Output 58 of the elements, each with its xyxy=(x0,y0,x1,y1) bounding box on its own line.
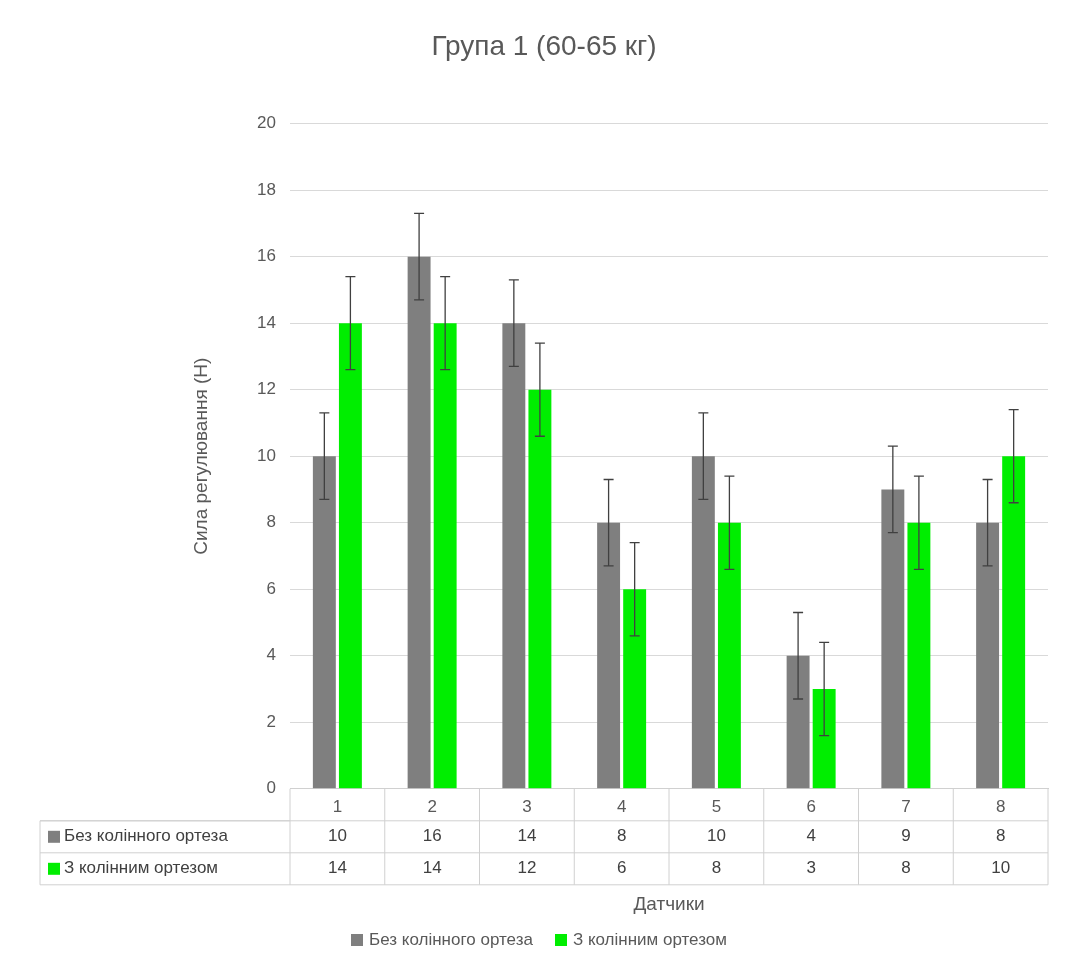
data-label: 10 xyxy=(706,826,726,846)
data-label: 9 xyxy=(901,826,911,846)
bar xyxy=(717,522,741,789)
data-label: 14 xyxy=(517,826,537,846)
y-tick-label: 10 xyxy=(257,445,276,465)
data-label: 4 xyxy=(806,826,816,846)
data-label: 16 xyxy=(422,826,442,846)
y-tick-label: 16 xyxy=(257,246,276,266)
data-label: 8 xyxy=(711,858,722,878)
y-tick-label: 0 xyxy=(266,778,276,798)
bar xyxy=(976,522,1000,789)
x-tick-label: 7 xyxy=(901,796,911,816)
x-tick-label: 2 xyxy=(427,796,437,816)
data-label: 14 xyxy=(422,858,442,878)
y-tick-label: 4 xyxy=(266,645,276,665)
bar xyxy=(812,689,836,789)
y-axis-title: Сила регулювання (Н) xyxy=(189,357,211,555)
data-label: 3 xyxy=(806,858,816,878)
legend-label: З колінним ортезом xyxy=(64,858,219,878)
bar xyxy=(786,655,810,789)
bar xyxy=(597,522,621,789)
data-label: 8 xyxy=(995,826,1006,846)
bar xyxy=(407,256,431,789)
chart-title: Група 1 (60-65 кг) xyxy=(431,29,657,61)
bar xyxy=(433,323,457,789)
data-label: 8 xyxy=(901,858,911,878)
bar xyxy=(528,389,552,789)
data-label: 12 xyxy=(517,858,537,878)
x-tick-label: 6 xyxy=(806,796,816,816)
y-tick-label: 2 xyxy=(266,711,276,731)
bar xyxy=(907,522,931,789)
bar xyxy=(502,323,526,789)
text: Без колінного ортеза xyxy=(369,930,533,949)
bar xyxy=(881,489,905,789)
x-tick-label: 5 xyxy=(711,796,722,816)
bar xyxy=(338,323,362,789)
data-label: 10 xyxy=(991,858,1011,878)
y-tick-label: 8 xyxy=(266,512,276,532)
x-tick-label: 4 xyxy=(616,796,627,816)
bar xyxy=(312,456,336,789)
bar xyxy=(1002,456,1026,789)
data-label: 10 xyxy=(327,826,347,846)
text: З колінним ортезом xyxy=(572,930,727,949)
y-tick-label: 14 xyxy=(257,312,276,332)
bar xyxy=(691,456,715,789)
y-tick-label: 12 xyxy=(257,379,276,399)
x-tick-label: 8 xyxy=(995,796,1006,816)
x-tick-label: 3 xyxy=(522,796,532,816)
bar xyxy=(623,589,647,789)
legend-label: Без колінного ортеза xyxy=(64,826,229,846)
x-axis-title: Датчики xyxy=(633,892,705,914)
data-label: 6 xyxy=(616,858,627,878)
y-tick-label: 6 xyxy=(266,578,276,598)
data-label: 14 xyxy=(327,858,347,878)
data-label: 8 xyxy=(616,826,627,846)
x-tick-label: 1 xyxy=(332,796,343,816)
y-tick-label: 18 xyxy=(257,179,276,199)
y-tick-label: 20 xyxy=(257,113,276,133)
